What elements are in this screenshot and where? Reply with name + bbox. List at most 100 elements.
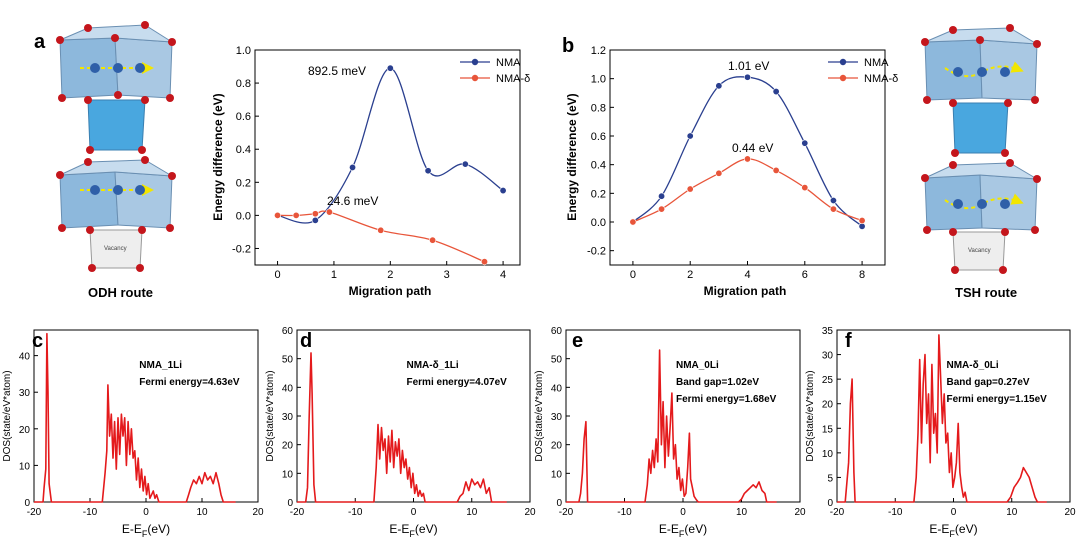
x-tick-label: -10 (617, 507, 632, 518)
dos-curve (566, 349, 777, 503)
y-tick-label: 60 (551, 326, 563, 337)
x-tick-label: 20 (524, 507, 536, 518)
legend-marker (471, 58, 479, 66)
x-axis-title: Migration path (349, 284, 432, 298)
data-point (715, 169, 723, 177)
y-tick-label: 10 (822, 449, 834, 460)
y-axis-title: Energy difference (eV) (211, 93, 225, 220)
data-point (480, 258, 488, 266)
legend-marker (471, 74, 479, 82)
y-tick-label: 0 (24, 498, 30, 509)
y-tick-label: -0.2 (232, 243, 251, 255)
data-point (349, 163, 357, 171)
dos-annotation: NMA-δ_1Li (407, 360, 459, 371)
y-tick-label: 5 (827, 473, 833, 484)
y-tick-label: 20 (282, 441, 294, 452)
x-tick-label: 4 (744, 269, 750, 281)
x-tick-label: 0 (411, 507, 417, 518)
legend-marker (839, 58, 847, 66)
odh-top-octahedra (56, 21, 176, 154)
data-point (829, 205, 837, 213)
chart-a: 0 1 2 3 4 -0.2 0.0 0.2 0.4 0.6 0.8 1.0 Migration pat… (211, 45, 530, 298)
vacancy-label-b: Vacancy (968, 248, 991, 254)
y-tick-label: 25 (822, 375, 834, 386)
x-tick-label: 4 (500, 269, 506, 281)
data-point (274, 211, 282, 219)
plot-frame (33, 329, 259, 503)
y-tick-label: 30 (282, 412, 294, 423)
x-tick-label: 20 (794, 507, 806, 518)
panel-letter-b: b (562, 35, 574, 57)
dos-curve (297, 352, 507, 503)
y-tick-label: 20 (551, 441, 563, 452)
chart-c: -20 -10 0 10 20 0 10 20 30 40 E-EF(eV) DOS(state/eV… (2, 329, 264, 539)
odh-route-label: ODH route (88, 285, 153, 300)
y-tick-label: 0 (287, 498, 293, 509)
x-tick-label: -10 (83, 507, 98, 518)
y-tick-label: 0.6 (236, 111, 251, 123)
odh-bottom-octahedra: Vacancy (56, 156, 176, 272)
series-line-nma-delta (277, 210, 485, 263)
data-point (292, 211, 300, 219)
y-tick-label: 0.6 (591, 131, 606, 143)
x-axis-title: E-EF(eV) (389, 522, 437, 539)
data-point (686, 185, 694, 193)
y-tick-label: 0.8 (236, 78, 251, 90)
x-tick-label: 20 (252, 507, 264, 518)
series-line-nma (277, 67, 504, 224)
y-axis-title: Energy difference (eV) (565, 93, 579, 220)
data-point (461, 160, 469, 168)
chart-f: -20 -10 0 10 20 0 5 10 15 20 25 30 35 E-EF(eV) DOS(sta… (805, 326, 1076, 539)
dos-annotation: Fermi energy=1.15eV (947, 394, 1048, 405)
dos-curve (34, 332, 236, 503)
data-point (801, 184, 809, 192)
x-tick-label: -20 (830, 507, 845, 518)
chart-e: -20 -10 0 10 20 0 10 20 30 40 50 60 E-EF(eV) DOS(stat… (534, 326, 806, 539)
x-tick-label: -20 (290, 507, 305, 518)
dos-annotation: Band gap=1.02eV (676, 377, 759, 388)
x-tick-label: 6 (802, 269, 808, 281)
data-point (858, 217, 866, 225)
y-tick-label: 20 (822, 400, 834, 411)
legend-label: NMA (864, 57, 889, 69)
y-tick-label: 40 (551, 383, 563, 394)
y-tick-label: 50 (551, 355, 563, 366)
x-tick-label: 10 (1006, 507, 1018, 518)
annotation-label: 892.5 meV (308, 64, 366, 78)
dos-curve (837, 334, 1047, 503)
annotation-label: 0.44 eV (732, 141, 773, 155)
panel-letter-d: d (300, 330, 312, 352)
y-tick-label: 0 (827, 498, 833, 509)
data-point (429, 236, 437, 244)
data-point (658, 192, 666, 200)
y-tick-label: 0.8 (591, 102, 606, 114)
y-tick-label: 50 (282, 355, 294, 366)
x-tick-label: 1 (331, 269, 337, 281)
data-point (658, 205, 666, 213)
y-tick-label: 10 (282, 469, 294, 480)
y-tick-label: 35 (822, 326, 834, 337)
y-tick-label: 0.2 (236, 177, 251, 189)
tsh-top-octahedra (921, 24, 1041, 157)
data-point (499, 187, 507, 195)
x-axis-title: Migration path (704, 284, 787, 298)
tsh-route-label: TSH route (955, 285, 1017, 300)
y-tick-label: 40 (19, 352, 31, 363)
dos-annotation: Fermi energy=1.68eV (676, 394, 777, 405)
y-axis-title: DOS(state/eV*atom) (265, 370, 276, 461)
chart-d: -20 -10 0 10 20 0 10 20 30 40 50 60 E-EF(eV) DOS(stat… (265, 326, 536, 539)
x-tick-label: 2 (387, 269, 393, 281)
y-tick-label: 10 (551, 469, 563, 480)
x-tick-label: -10 (888, 507, 903, 518)
data-point (772, 166, 780, 174)
y-tick-label: 0.0 (591, 217, 606, 229)
y-axis-title: DOS(state/eV*atom) (534, 370, 545, 461)
data-point (743, 155, 751, 163)
data-point (325, 208, 333, 216)
data-point (686, 132, 694, 140)
y-tick-label: 30 (822, 351, 834, 362)
y-tick-label: 0.4 (591, 160, 606, 172)
dos-annotation: NMA_0Li (676, 360, 719, 371)
data-point (801, 139, 809, 147)
data-point (377, 226, 385, 234)
